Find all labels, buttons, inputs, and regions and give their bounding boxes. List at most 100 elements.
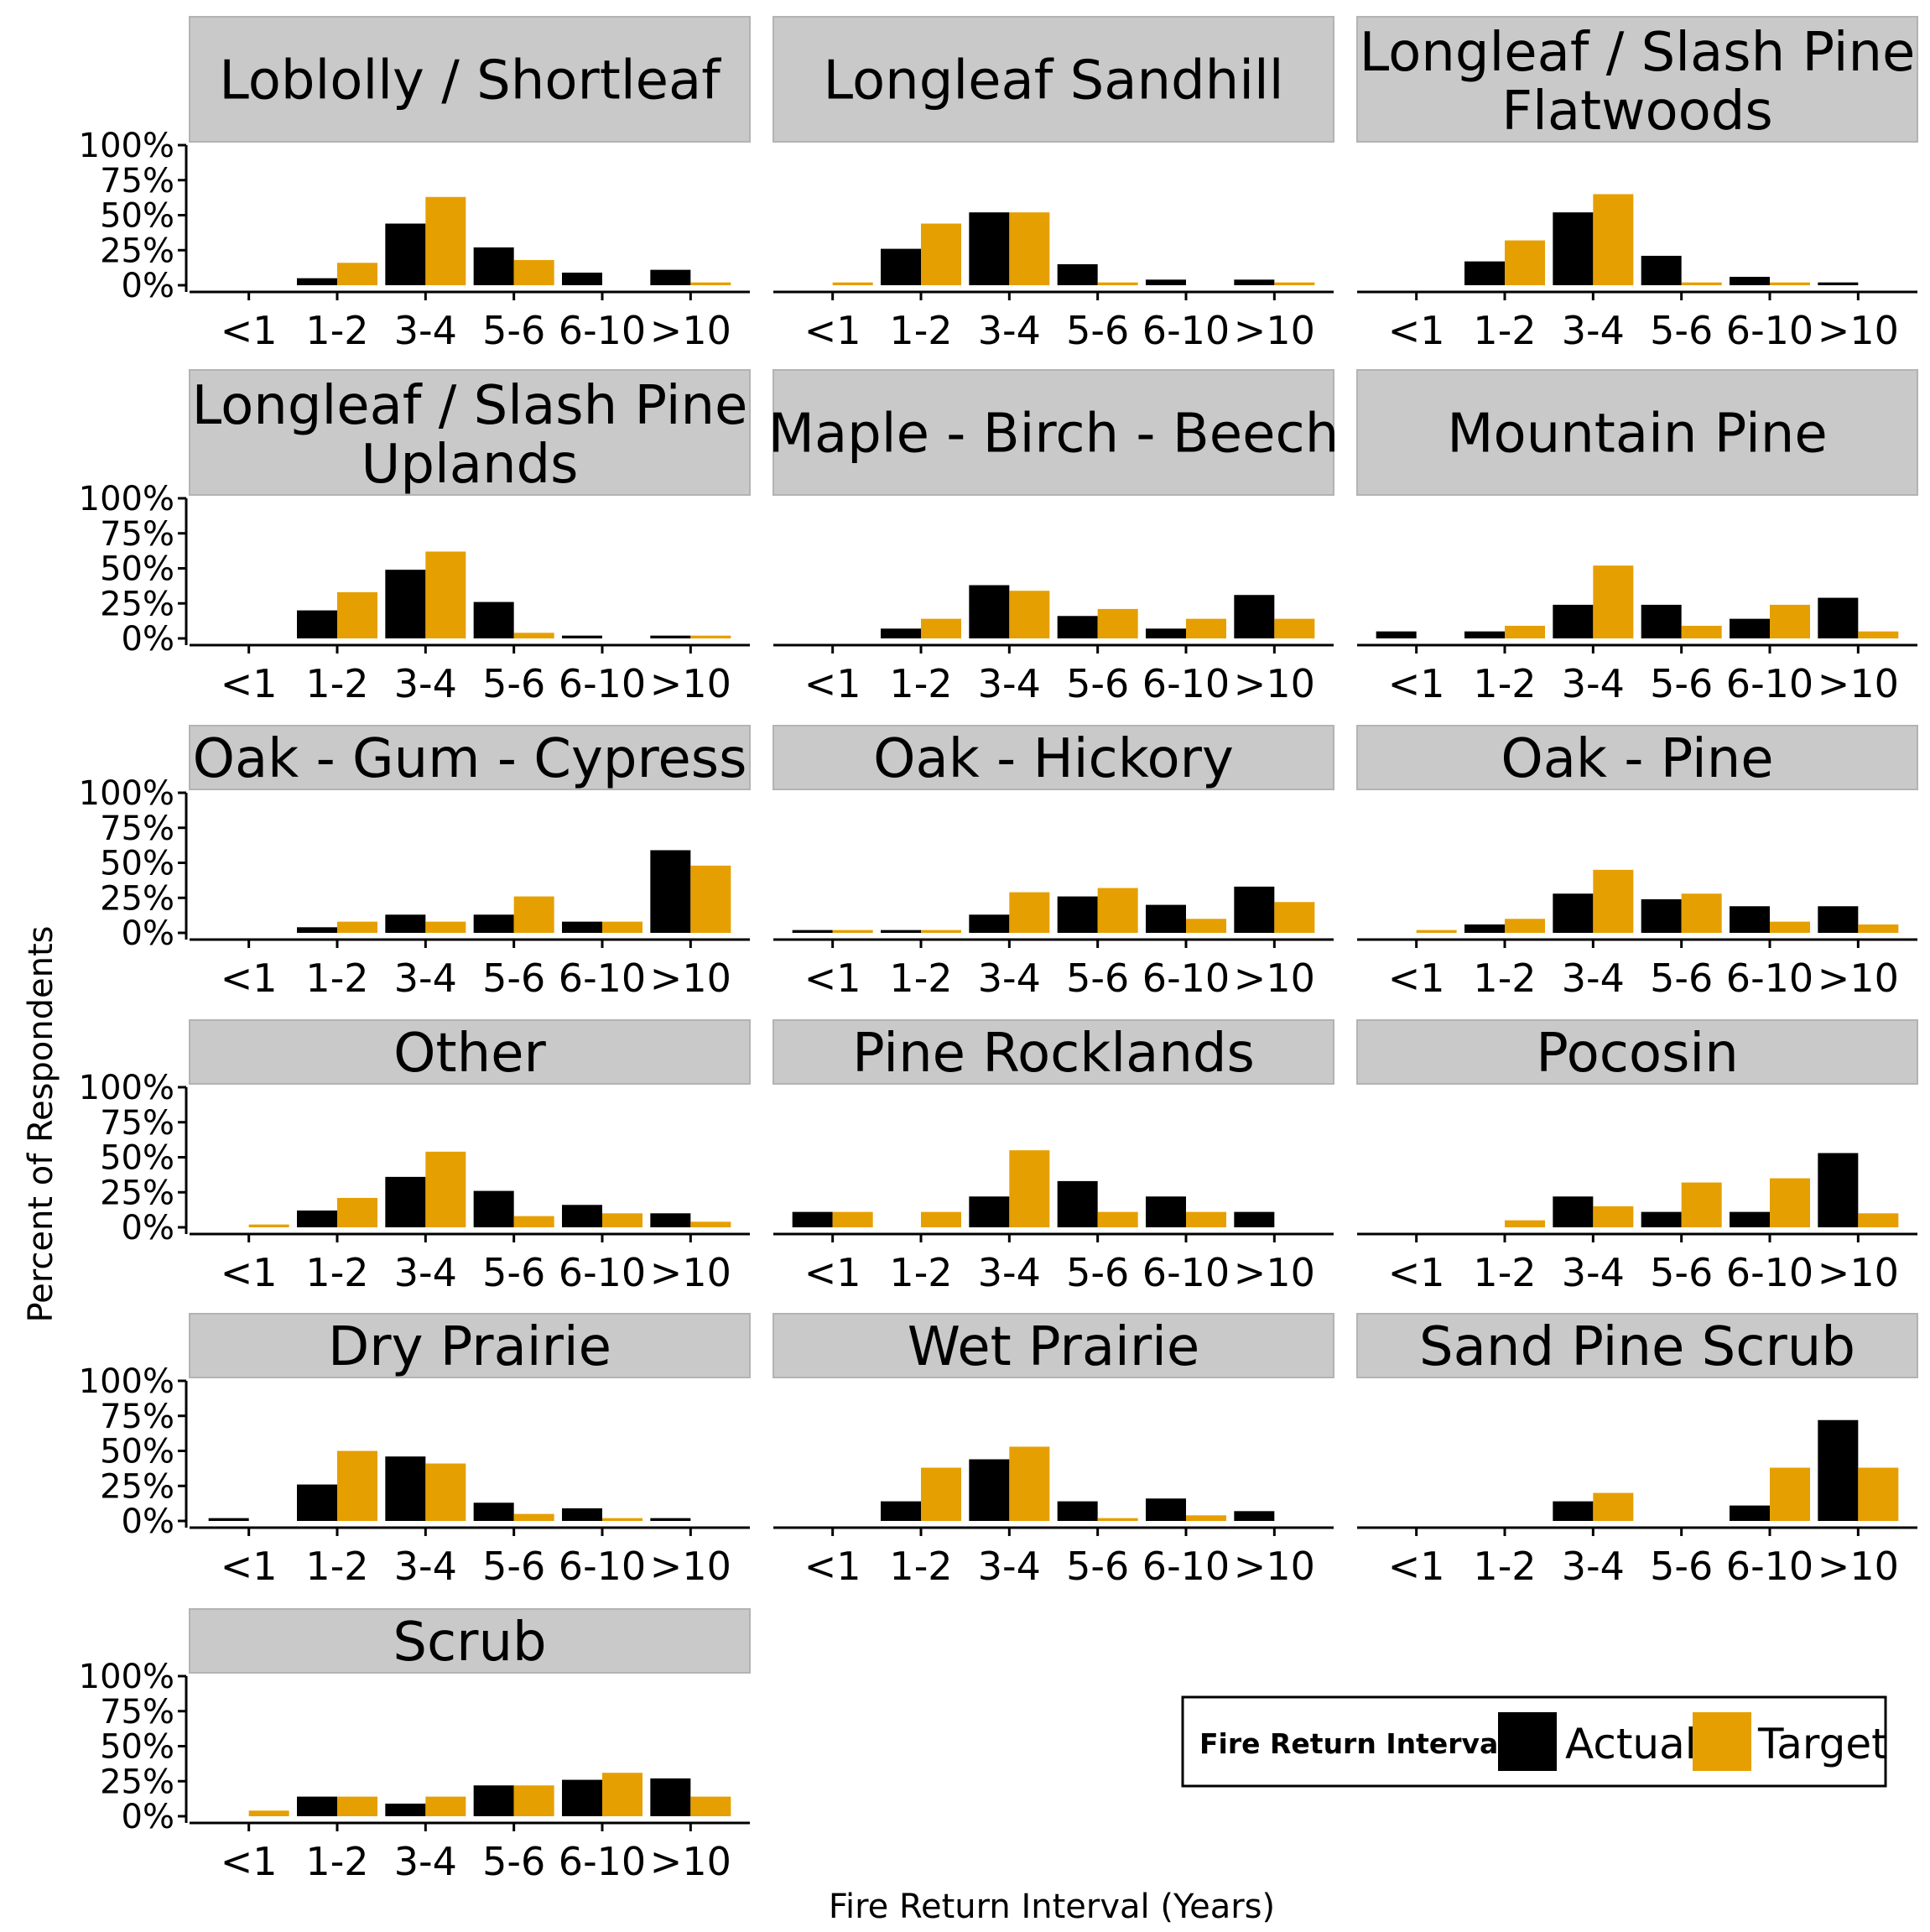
bar-target-2	[1593, 869, 1634, 933]
y-tick-label: 25%	[100, 232, 174, 270]
y-axis-title: Percent of Respondents	[22, 925, 60, 1322]
x-tick-label: 1-2	[889, 956, 952, 1001]
bar-target-2	[1009, 1150, 1050, 1227]
bar-actual-2	[969, 914, 1010, 933]
x-tick-label: >10	[650, 1250, 731, 1295]
bar-target-1	[337, 263, 377, 285]
bar-target-1	[921, 223, 961, 285]
bar-actual-4	[562, 635, 602, 638]
bar-target-4	[1770, 604, 1810, 638]
bar-actual-4	[1146, 628, 1186, 638]
bar-actual-1	[297, 1210, 337, 1227]
y-tick-label: 0%	[122, 914, 174, 953]
x-tick-label: 5-6	[1650, 661, 1713, 706]
bar-target-2	[425, 1796, 466, 1816]
x-tick-label: >10	[650, 661, 731, 706]
x-tick-label: 6-10	[559, 661, 646, 706]
bar-target-1	[337, 591, 377, 638]
x-tick-label: 5-6	[482, 661, 545, 706]
bar-target-5	[1274, 282, 1315, 285]
x-tick-label: >10	[1234, 661, 1315, 706]
x-tick-label: 6-10	[1726, 1250, 1813, 1295]
bar-actual-2	[385, 223, 426, 285]
x-tick-label: 6-10	[1142, 956, 1230, 1001]
bar-target-0	[832, 1211, 873, 1227]
y-tick-label: 75%	[100, 162, 174, 200]
facet-strip	[773, 1313, 1334, 1378]
x-tick-label: 6-10	[559, 1250, 646, 1295]
bar-target-4	[602, 1213, 642, 1227]
bar-target-2	[1593, 194, 1634, 285]
x-tick-label: 5-6	[1066, 1250, 1129, 1295]
facet-title: Longleaf Sandhill	[823, 50, 1283, 112]
facet-title: Longleaf / Slash Pine	[192, 375, 748, 437]
x-tick-label: 5-6	[1650, 1544, 1713, 1589]
x-tick-label: 5-6	[1650, 308, 1713, 353]
bar-target-1	[337, 1450, 377, 1521]
x-tick-label: 1-2	[305, 308, 368, 353]
y-tick-label: 100%	[79, 127, 174, 165]
x-tick-label: 1-2	[889, 661, 952, 706]
bar-actual-2	[385, 1456, 426, 1521]
bar-target-4	[1186, 1515, 1226, 1521]
bar-actual-4	[1730, 1211, 1770, 1227]
bar-target-4	[1186, 618, 1226, 638]
y-tick-label: 75%	[100, 1104, 174, 1143]
bar-target-2	[425, 921, 466, 933]
x-tick-label: >10	[650, 1839, 731, 1884]
x-tick-label: 6-10	[559, 956, 646, 1001]
x-tick-label: 3-4	[978, 956, 1041, 1001]
x-tick-label: 6-10	[559, 308, 646, 353]
x-tick-label: 1-2	[305, 1544, 368, 1589]
bar-target-4	[1770, 1178, 1810, 1227]
facet-title: Loblolly / Shortleaf	[219, 50, 721, 112]
x-tick-label: 1-2	[889, 308, 952, 353]
y-tick-label: 0%	[122, 1798, 174, 1836]
bar-target-1	[921, 930, 961, 933]
legend-title: Fire Return Interval	[1199, 1727, 1508, 1760]
bar-target-1	[1505, 240, 1545, 285]
bar-target-2	[1593, 1206, 1634, 1227]
facet-title: Mountain Pine	[1447, 404, 1827, 466]
bar-target-4	[1770, 1467, 1810, 1521]
x-tick-label: 3-4	[394, 661, 457, 706]
y-tick-label: 50%	[100, 1139, 174, 1178]
bar-actual-1	[297, 1796, 337, 1816]
x-tick-label: 1-2	[305, 1839, 368, 1884]
facet-title: Oak - Pine	[1501, 728, 1773, 790]
y-tick-label: 25%	[100, 879, 174, 918]
bar-actual-5	[650, 1778, 691, 1816]
x-tick-label: 6-10	[1726, 956, 1813, 1001]
x-tick-label: 6-10	[1142, 1250, 1230, 1295]
y-tick-label: 75%	[100, 1693, 174, 1732]
bar-actual-1	[297, 927, 337, 933]
bar-target-4	[1186, 919, 1226, 933]
bar-actual-5	[650, 1213, 691, 1227]
x-tick-label: <1	[221, 308, 278, 353]
bar-target-3	[1097, 1211, 1138, 1227]
bar-actual-4	[1730, 276, 1770, 285]
bar-actual-1	[297, 278, 337, 285]
bar-actual-1	[881, 930, 921, 933]
y-tick-label: 25%	[100, 1763, 174, 1801]
facet-strip	[1356, 1313, 1918, 1378]
bar-target-0	[1416, 930, 1457, 933]
x-tick-label: 1-2	[1473, 661, 1536, 706]
x-tick-label: 5-6	[1066, 308, 1129, 353]
facet-strip	[773, 16, 1334, 143]
bar-actual-4	[1146, 1498, 1186, 1521]
bar-actual-3	[1641, 604, 1682, 638]
bar-actual-2	[385, 1803, 426, 1816]
x-tick-label: 1-2	[889, 1250, 952, 1295]
x-tick-label: 3-4	[394, 1839, 457, 1884]
legend-label-target: Target	[1757, 1720, 1888, 1768]
bar-target-3	[1097, 888, 1138, 933]
y-tick-label: 0%	[122, 1502, 174, 1541]
facet-title: Oak - Gum - Cypress	[193, 728, 747, 790]
bar-actual-3	[473, 1502, 514, 1521]
x-tick-label: 3-4	[1562, 1544, 1625, 1589]
bar-target-2	[425, 196, 466, 285]
x-tick-label: <1	[804, 308, 861, 353]
